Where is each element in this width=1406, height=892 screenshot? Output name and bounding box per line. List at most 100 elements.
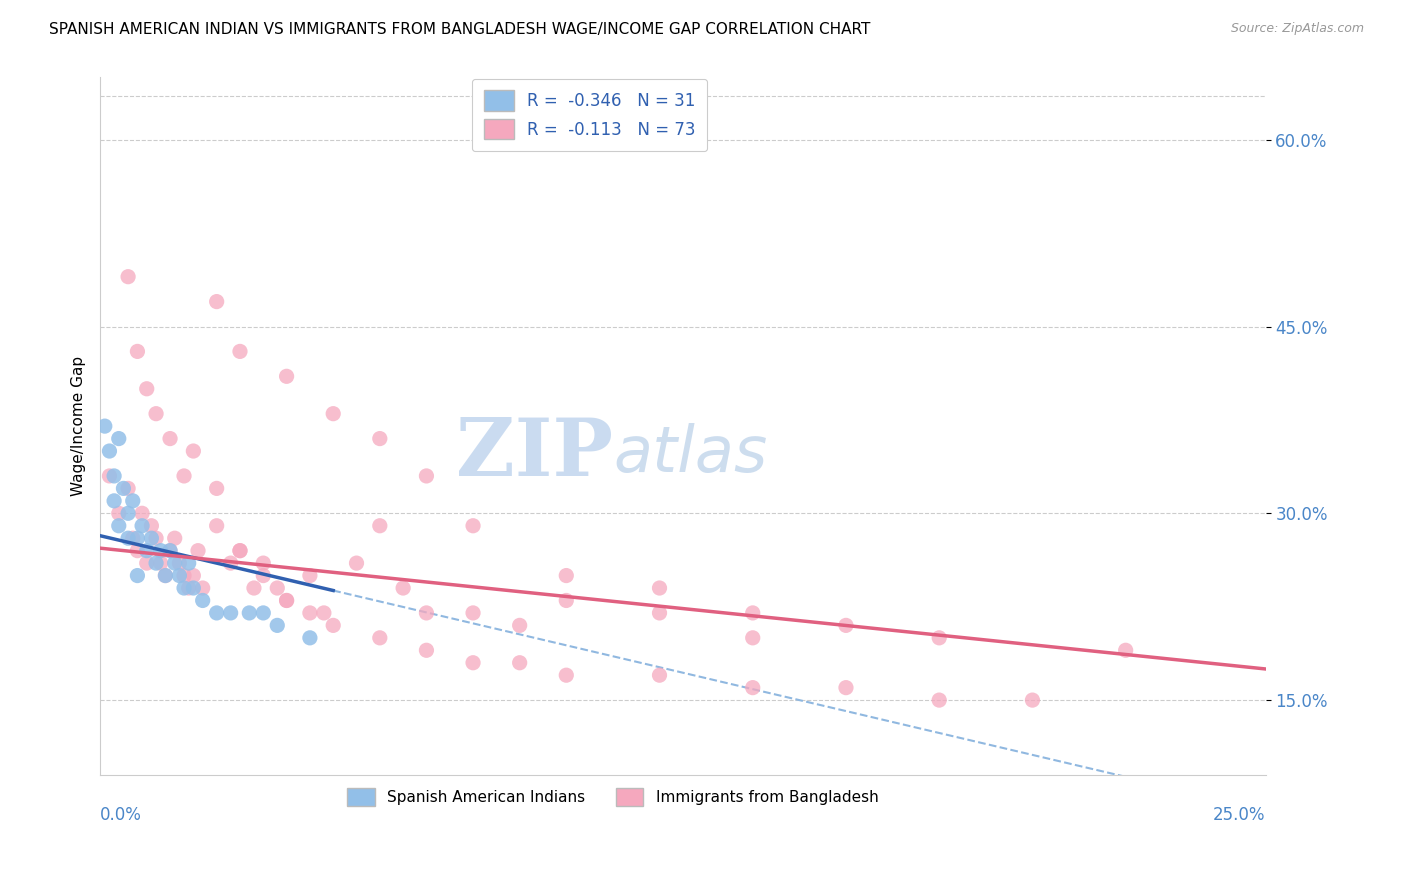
Point	[509, 656, 531, 670]
Point	[121, 531, 143, 545]
Point	[183, 444, 205, 458]
Point	[205, 606, 228, 620]
Point	[1115, 643, 1137, 657]
Point	[177, 581, 200, 595]
Point	[191, 593, 214, 607]
Point	[163, 531, 186, 545]
Point	[183, 581, 205, 595]
Point	[169, 568, 191, 582]
Point	[461, 518, 484, 533]
Point	[141, 518, 163, 533]
Text: SPANISH AMERICAN INDIAN VS IMMIGRANTS FROM BANGLADESH WAGE/INCOME GAP CORRELATIO: SPANISH AMERICAN INDIAN VS IMMIGRANTS FR…	[49, 22, 870, 37]
Point	[127, 531, 149, 545]
Point	[107, 506, 129, 520]
Point	[155, 568, 177, 582]
Text: 0.0%: 0.0%	[100, 806, 142, 824]
Point	[149, 543, 172, 558]
Point	[117, 269, 139, 284]
Point	[461, 606, 484, 620]
Point	[163, 556, 186, 570]
Point	[276, 593, 298, 607]
Point	[928, 693, 950, 707]
Point	[177, 556, 200, 570]
Point	[229, 344, 252, 359]
Point	[461, 656, 484, 670]
Point	[555, 668, 578, 682]
Point	[243, 581, 266, 595]
Point	[205, 482, 228, 496]
Point	[205, 518, 228, 533]
Point	[149, 556, 172, 570]
Point	[648, 668, 671, 682]
Point	[741, 631, 763, 645]
Point	[648, 581, 671, 595]
Point	[368, 432, 391, 446]
Text: atlas: atlas	[613, 423, 768, 485]
Point	[117, 482, 139, 496]
Point	[159, 543, 181, 558]
Point	[127, 568, 149, 582]
Point	[183, 568, 205, 582]
Point	[415, 643, 437, 657]
Point	[131, 518, 153, 533]
Point	[219, 556, 242, 570]
Point	[648, 606, 671, 620]
Point	[322, 407, 344, 421]
Point	[509, 618, 531, 632]
Point	[298, 568, 321, 582]
Point	[173, 581, 195, 595]
Point	[98, 444, 121, 458]
Point	[276, 593, 298, 607]
Point	[205, 294, 228, 309]
Point	[298, 606, 321, 620]
Point	[252, 606, 274, 620]
Point	[368, 631, 391, 645]
Point	[368, 518, 391, 533]
Point	[103, 469, 125, 483]
Point	[169, 556, 191, 570]
Point	[928, 631, 950, 645]
Point	[276, 369, 298, 384]
Point	[141, 531, 163, 545]
Point	[145, 531, 167, 545]
Point	[298, 631, 321, 645]
Point	[173, 568, 195, 582]
Point	[155, 568, 177, 582]
Point	[252, 556, 274, 570]
Legend: Spanish American Indians, Immigrants from Bangladesh: Spanish American Indians, Immigrants fro…	[342, 781, 884, 813]
Point	[741, 681, 763, 695]
Point	[103, 493, 125, 508]
Point	[229, 543, 252, 558]
Point	[135, 382, 157, 396]
Point	[145, 556, 167, 570]
Point	[135, 556, 157, 570]
Point	[131, 506, 153, 520]
Text: 25.0%: 25.0%	[1213, 806, 1265, 824]
Point	[127, 344, 149, 359]
Point	[555, 593, 578, 607]
Point	[121, 493, 143, 508]
Point	[266, 581, 288, 595]
Point	[159, 432, 181, 446]
Text: ZIP: ZIP	[456, 415, 613, 493]
Point	[229, 543, 252, 558]
Point	[98, 469, 121, 483]
Point	[145, 407, 167, 421]
Text: Source: ZipAtlas.com: Source: ZipAtlas.com	[1230, 22, 1364, 36]
Point	[415, 606, 437, 620]
Point	[107, 432, 129, 446]
Point	[94, 419, 117, 434]
Point	[117, 506, 139, 520]
Point	[322, 618, 344, 632]
Point	[127, 543, 149, 558]
Point	[238, 606, 260, 620]
Point	[173, 469, 195, 483]
Point	[112, 482, 135, 496]
Point	[117, 531, 139, 545]
Point	[266, 618, 288, 632]
Point	[135, 543, 157, 558]
Point	[835, 618, 858, 632]
Point	[555, 568, 578, 582]
Point	[187, 543, 209, 558]
Point	[835, 681, 858, 695]
